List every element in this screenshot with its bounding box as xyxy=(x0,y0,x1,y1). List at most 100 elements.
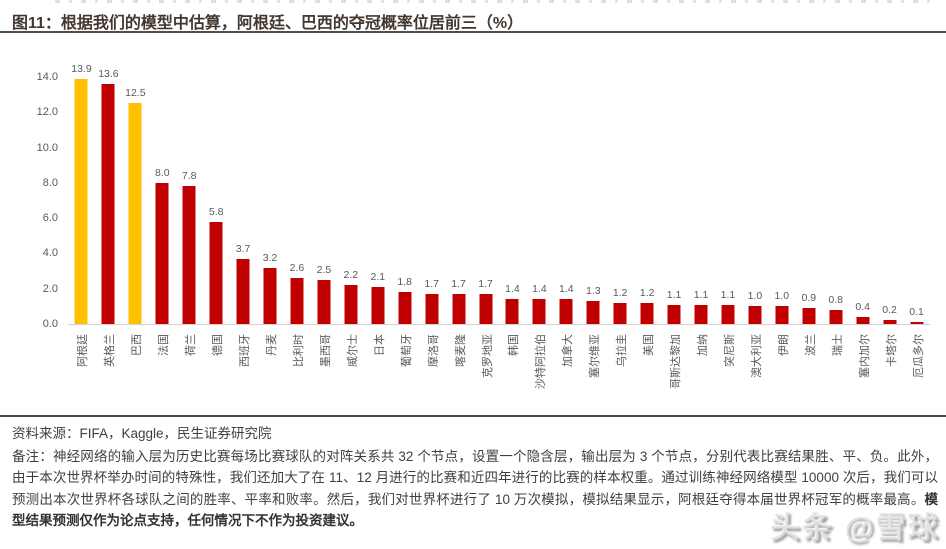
bar xyxy=(883,320,897,324)
bar xyxy=(694,304,708,324)
bar-value-label: 1.1 xyxy=(666,288,682,301)
y-tick-label: 12.0 xyxy=(36,106,58,119)
bar xyxy=(667,304,681,324)
bar xyxy=(505,299,519,324)
x-tick-cell: 比利时 xyxy=(284,331,311,413)
bar xyxy=(748,306,762,324)
x-tick-cell: 葡萄牙 xyxy=(391,331,418,413)
x-tick-cell: 突尼斯 xyxy=(715,331,742,413)
x-tick-cell: 摩洛哥 xyxy=(418,331,445,413)
x-tick-label: 加拿大 xyxy=(562,334,575,367)
x-tick-label: 葡萄牙 xyxy=(400,334,413,367)
bar-value-label: 3.2 xyxy=(262,251,278,264)
x-tick-cell: 加拿大 xyxy=(553,331,580,413)
x-tick-label: 摩洛哥 xyxy=(427,334,440,367)
bar-column: 0.4 xyxy=(849,78,876,324)
bar xyxy=(775,306,789,324)
plot-area: 13.9 13.6 12.5 8.0 7.8 5.8 3.7 3.2 2.6 2.5 2.2 2.1 1… xyxy=(68,63,930,325)
bar-value-label: 1.7 xyxy=(424,278,439,291)
bar-column: 2.2 xyxy=(337,78,364,324)
bar xyxy=(452,294,466,324)
x-tick-cell: 伊朗 xyxy=(768,331,795,413)
bar-value-label: 1.4 xyxy=(532,283,547,296)
x-tick-cell: 哥斯达黎加 xyxy=(661,331,688,413)
x-tick-label: 卡塔尔 xyxy=(885,334,898,367)
bar-column: 3.7 xyxy=(230,78,257,324)
bar-value-label: 13.9 xyxy=(71,62,92,75)
bar-column: 1.2 xyxy=(634,78,661,324)
x-tick-label: 波兰 xyxy=(804,334,817,356)
bar-column: 3.2 xyxy=(257,78,284,324)
bar-value-label: 1.0 xyxy=(774,290,790,303)
bar-column: 13.9 xyxy=(68,63,95,324)
x-tick-label: 威尔士 xyxy=(346,334,359,367)
bar xyxy=(721,304,735,324)
bar xyxy=(398,292,412,324)
bar-value-label: 1.1 xyxy=(720,288,736,301)
bar-column: 7.8 xyxy=(176,78,203,324)
x-tick-label: 法国 xyxy=(158,334,171,356)
y-tick-label: 2.0 xyxy=(42,282,58,295)
bar-value-label: 7.8 xyxy=(181,170,197,183)
x-tick-label: 西班牙 xyxy=(239,334,252,367)
bar-value-label: 5.8 xyxy=(208,205,224,218)
x-tick-label: 伊朗 xyxy=(777,334,790,356)
x-tick-label: 墨西哥 xyxy=(319,334,332,367)
x-tick-cell: 巴西 xyxy=(122,331,149,413)
bar-column: 2.6 xyxy=(284,78,311,324)
x-tick-label: 英格兰 xyxy=(104,334,117,367)
bar xyxy=(74,78,88,324)
bar-column: 12.5 xyxy=(122,78,149,324)
bar xyxy=(640,302,654,324)
bar-column: 1.7 xyxy=(418,78,445,324)
bar xyxy=(371,286,385,324)
bar xyxy=(586,301,600,324)
bar xyxy=(613,302,627,324)
bar-column: 2.5 xyxy=(310,78,337,324)
x-tick-cell: 丹麦 xyxy=(257,331,284,413)
bar-value-label: 0.8 xyxy=(828,293,844,306)
bar-value-label: 2.5 xyxy=(316,263,332,276)
x-tick-cell: 美国 xyxy=(634,331,661,413)
x-tick-cell: 澳大利亚 xyxy=(741,331,768,413)
x-tick-cell: 西班牙 xyxy=(230,331,257,413)
bar-value-label: 1.4 xyxy=(505,283,520,296)
bar-column: 0.9 xyxy=(795,78,822,324)
bar xyxy=(155,182,169,324)
bar xyxy=(344,285,358,324)
bar xyxy=(317,279,331,324)
y-tick-label: 6.0 xyxy=(42,212,58,225)
bar xyxy=(101,84,115,324)
x-tick-cell: 阿根廷 xyxy=(68,331,95,413)
bar xyxy=(829,309,843,324)
bar-value-label: 1.8 xyxy=(397,276,413,289)
note-prefix: 备注： xyxy=(12,448,53,464)
bar xyxy=(236,258,250,324)
y-tick-label: 0.0 xyxy=(42,318,58,330)
bar-value-label: 8.0 xyxy=(154,166,170,179)
x-tick-cell: 加纳 xyxy=(688,331,715,413)
bar-column: 13.6 xyxy=(95,68,122,324)
bar-value-label: 13.6 xyxy=(98,68,119,81)
bar xyxy=(128,103,142,324)
x-tick-cell: 喀麦隆 xyxy=(445,331,472,413)
bar-value-label: 3.7 xyxy=(235,242,251,255)
footer-notes: 资料来源：FIFA，Kaggle，民生证券研究院 备注：神经网络的输入层为历史比… xyxy=(12,423,938,532)
y-tick-label: 8.0 xyxy=(42,176,58,189)
x-tick-cell: 塞内加尔 xyxy=(849,331,876,413)
x-tick-cell: 波兰 xyxy=(795,331,822,413)
y-tick-label: 4.0 xyxy=(42,247,58,260)
y-axis: 14.0 12.0 10.0 8.0 6.0 4.0 2.0 0.0 xyxy=(0,40,58,416)
bar xyxy=(910,322,924,324)
bar xyxy=(263,267,277,324)
bar-column: 1.4 xyxy=(553,78,580,324)
x-tick-label: 厄瓜多尔 xyxy=(912,334,925,378)
x-tick-label: 乌拉圭 xyxy=(616,334,629,367)
bar-value-label: 1.7 xyxy=(451,278,466,291)
bar-chart: 14.0 12.0 10.0 8.0 6.0 4.0 2.0 0.0 13.9 13.6 12.5… xyxy=(0,40,946,416)
x-tick-label: 克罗地亚 xyxy=(481,334,494,378)
bar-value-label: 1.1 xyxy=(693,288,709,301)
x-tick-label: 韩国 xyxy=(508,334,521,356)
bar-column: 1.1 xyxy=(688,78,715,324)
